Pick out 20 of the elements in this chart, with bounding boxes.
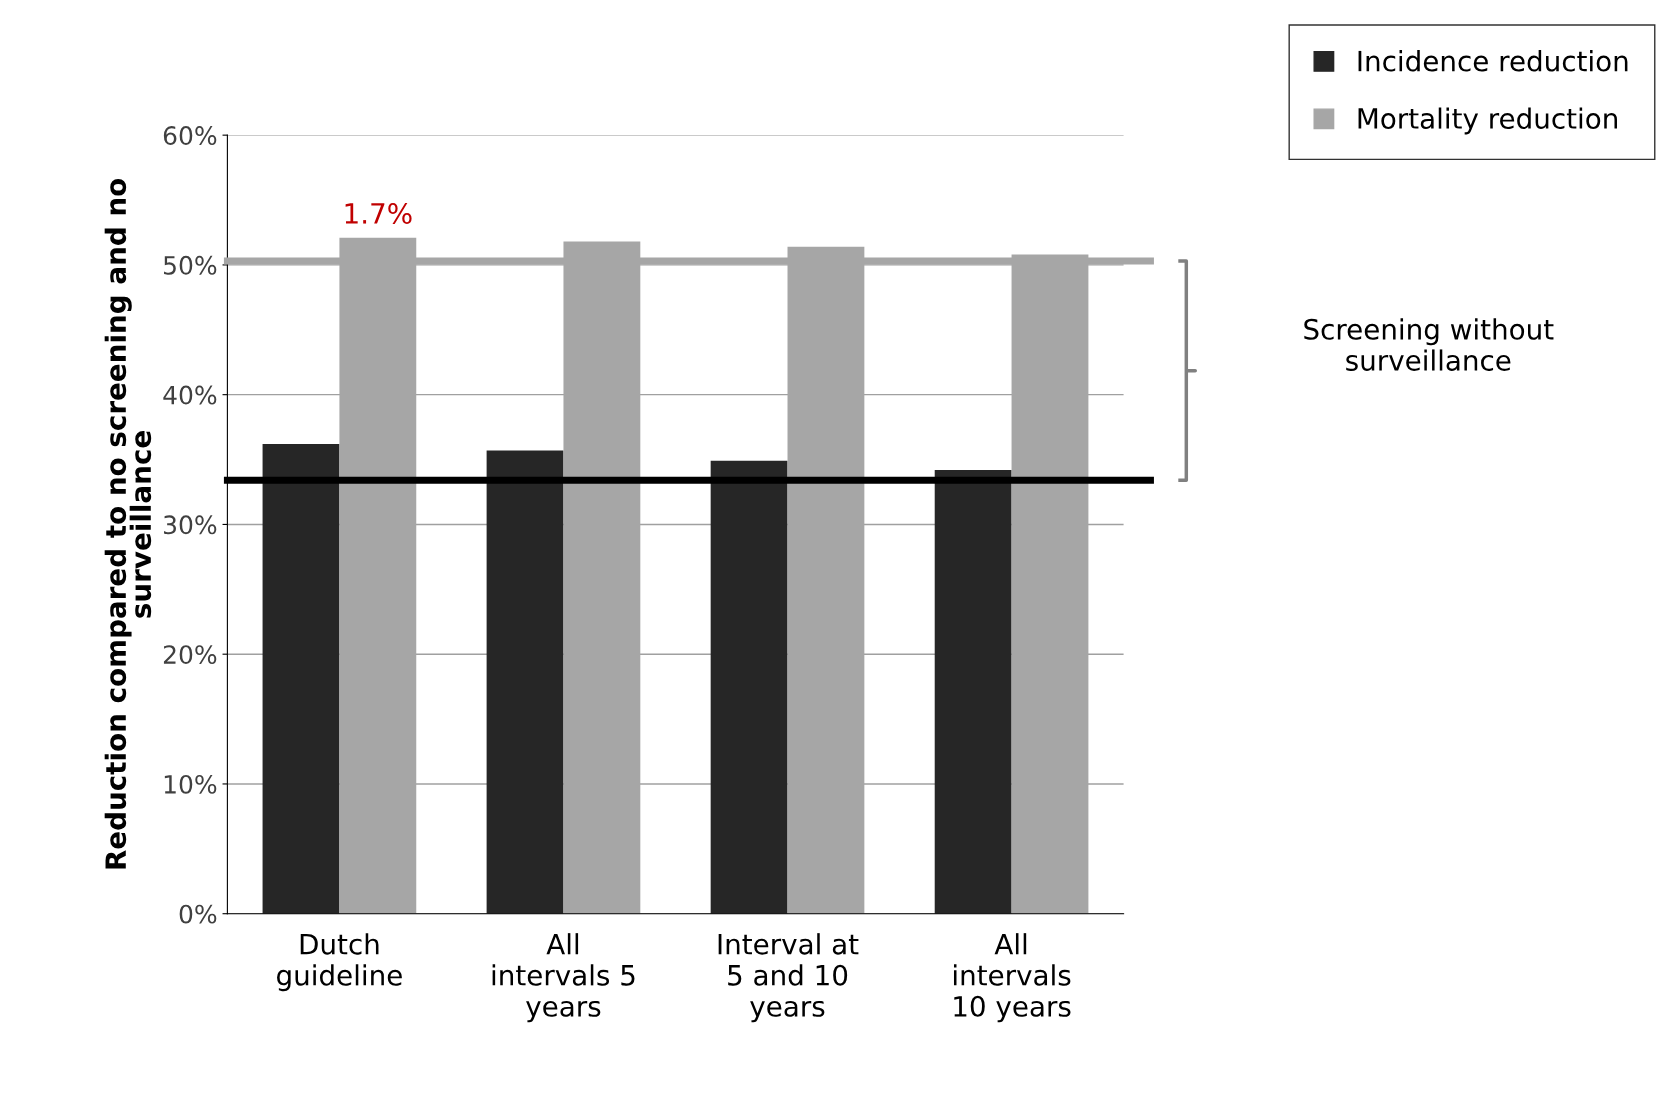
y-tick-label: 20% xyxy=(163,645,217,665)
bar xyxy=(934,469,1012,914)
legend-label: Incidence reduction xyxy=(1358,50,1628,72)
bar xyxy=(486,450,564,914)
legend-label: Mortality reduction xyxy=(1358,107,1617,135)
annotation: 1.7% xyxy=(345,202,412,224)
y-tick-label: 50% xyxy=(164,255,217,275)
y-tick-label: 10% xyxy=(164,774,217,794)
x-tick-label: Interval at 5 and 10 years xyxy=(718,933,859,1023)
y-tick-label: 30% xyxy=(164,515,217,535)
x-tick-label: Dutch guideline xyxy=(277,933,402,992)
x-tick-label: All intervals 5 years xyxy=(492,933,635,1023)
y-tick-label: 0% xyxy=(179,904,217,924)
bar xyxy=(262,443,340,914)
y-tick-label: 60% xyxy=(163,126,217,146)
y-axis-title: Reduction compared to no screening and no surveillance xyxy=(104,178,152,869)
x-tick-label: All intervals 10 years xyxy=(953,933,1071,1023)
text: Screening without surveillance xyxy=(1304,318,1554,371)
y-tick-label: 40% xyxy=(163,385,217,405)
bar xyxy=(710,460,788,914)
